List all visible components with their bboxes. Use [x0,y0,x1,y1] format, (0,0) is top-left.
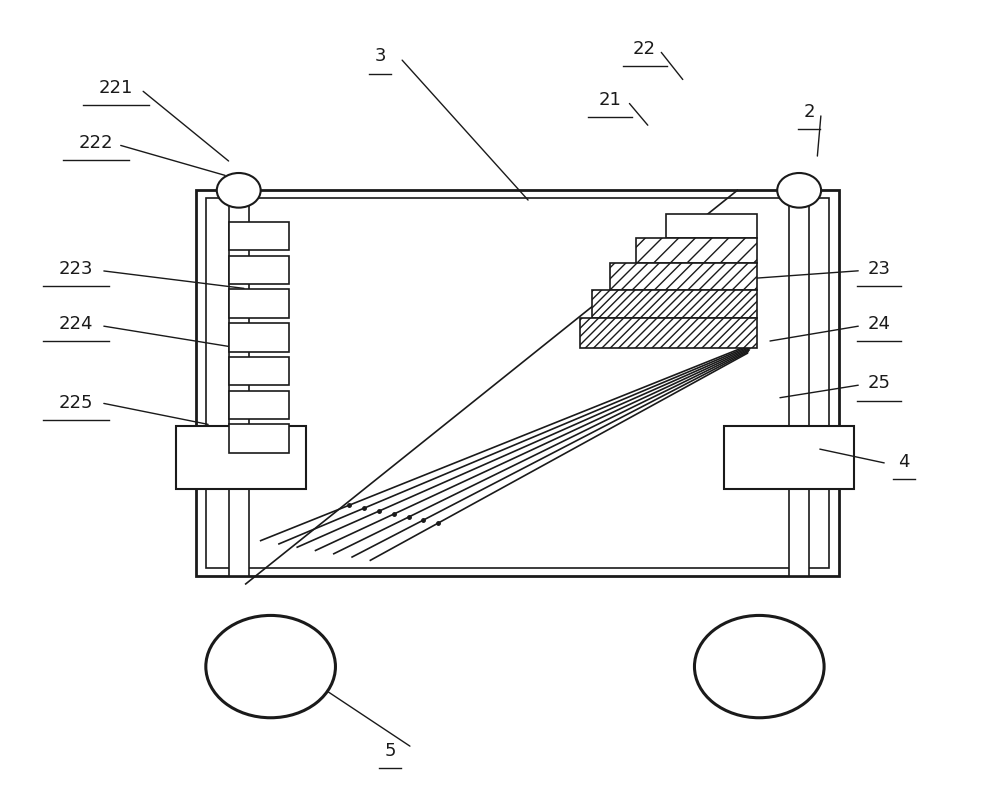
Bar [580,318,757,348]
Circle shape [217,173,261,208]
Bar [196,190,839,576]
Bar [229,357,289,386]
Text: 21: 21 [598,91,621,109]
Text: 225: 225 [59,394,93,412]
Text: 222: 222 [79,134,113,152]
Bar [666,214,757,238]
Circle shape [206,615,335,718]
Bar [724,427,854,490]
Text: 223: 223 [59,260,93,278]
Text: 5: 5 [385,742,396,760]
Bar [229,222,289,250]
Bar [229,255,289,284]
Bar [592,289,757,318]
Text: 221: 221 [99,79,133,97]
Bar [206,198,829,568]
Text: 23: 23 [867,260,890,278]
Bar [229,323,289,352]
Bar [229,390,289,419]
Text: 4: 4 [898,453,910,471]
Bar [229,424,289,453]
Text: 22: 22 [633,40,656,58]
Bar [610,263,757,289]
Bar [636,238,757,263]
Bar [229,289,289,318]
Bar [229,190,249,576]
Circle shape [777,173,821,208]
Bar [176,427,306,490]
Text: 3: 3 [375,47,386,66]
Text: 24: 24 [867,315,890,333]
Text: 224: 224 [59,315,93,333]
Text: 2: 2 [803,103,815,121]
Bar [789,190,809,576]
Text: 25: 25 [867,374,890,392]
Circle shape [694,615,824,718]
